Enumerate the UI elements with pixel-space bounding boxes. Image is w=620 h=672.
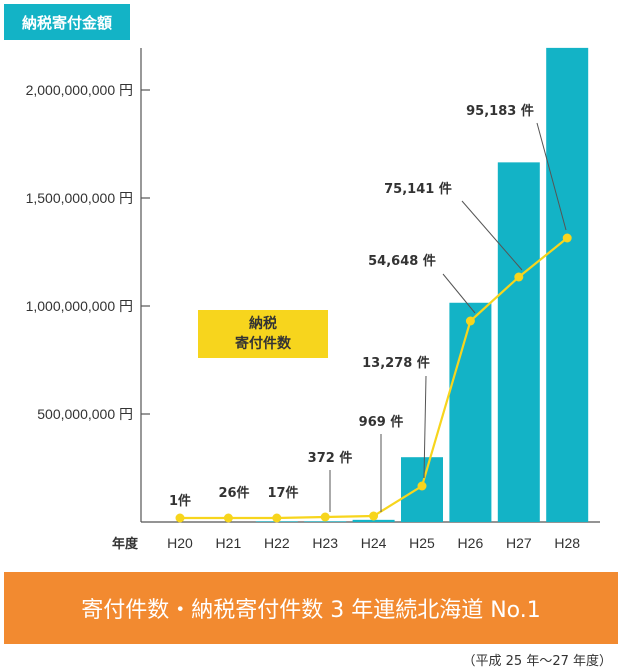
count-series-label: 納税 寄付件数 [198, 310, 328, 358]
count-point [223, 513, 233, 523]
bar [352, 519, 395, 522]
x-tick-label: H28 [554, 535, 580, 551]
x-tick-label: H22 [264, 535, 290, 551]
count-value-label: 95,183 件 [466, 103, 534, 119]
count-label-line2: 寄付件数 [235, 336, 291, 352]
ranking-banner: 寄付件数・納税寄付件数 3 年連続北海道 No.1 [4, 572, 618, 644]
count-value-label: 372 件 [308, 450, 353, 466]
count-value-label: 26件 [218, 485, 249, 501]
bar [497, 162, 540, 523]
count-point [465, 316, 475, 326]
x-tick-label: H25 [409, 535, 435, 551]
leader-line [423, 375, 427, 479]
count-point [369, 511, 379, 521]
leader-line [461, 200, 523, 271]
count-point [514, 272, 524, 282]
y-tick-label: 500,000,000 円 [37, 406, 133, 422]
count-value-label: 54,648 件 [368, 253, 436, 269]
x-axis-label: 年度 [112, 536, 139, 552]
x-tick-label: H24 [361, 535, 387, 551]
bar [304, 521, 347, 522]
count-point [272, 513, 282, 523]
count-value-label: 13,278 件 [362, 355, 430, 371]
period-footnote: （平成 25 年〜27 年度） [462, 654, 612, 669]
count-point [562, 233, 572, 243]
amount-title-badge: 納税寄付金額 [4, 4, 130, 40]
y-tick-label: 1,000,000,000 円 [26, 298, 133, 314]
count-point [320, 512, 330, 522]
x-tick-label: H26 [458, 535, 484, 551]
x-tick-label: H21 [216, 535, 242, 551]
y-tick-label: 2,000,000,000 円 [26, 82, 133, 98]
y-tick-label: 1,500,000,000 円 [26, 190, 133, 206]
count-point [417, 481, 427, 491]
bar [449, 302, 492, 522]
bar [546, 47, 589, 522]
count-value-label: 75,141 件 [384, 181, 452, 197]
count-point [175, 513, 185, 523]
x-tick-label: H23 [312, 535, 338, 551]
count-value-label: 969 件 [359, 414, 404, 430]
leader-line [442, 273, 476, 314]
leader-line [536, 122, 567, 231]
x-tick-label: H20 [167, 535, 193, 551]
count-value-label: 17件 [267, 485, 298, 501]
count-value-label: 1件 [169, 493, 191, 509]
chart: 500,000,000 円 1,000,000,000 円 1,500,000,00… [26, 47, 600, 552]
x-tick-label: H27 [506, 535, 532, 551]
count-label-line1: 納税 [249, 316, 277, 332]
